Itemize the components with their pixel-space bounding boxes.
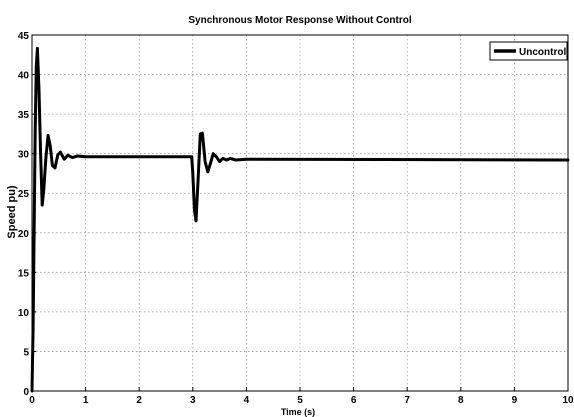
y-tick-label: 40 (18, 71, 30, 82)
x-tick-label: 4 (244, 395, 250, 406)
y-tick-label: 20 (18, 229, 30, 240)
chart-title: Synchronous Motor Response Without Contr… (188, 15, 411, 26)
x-tick-label: 3 (190, 395, 196, 406)
x-tick-label: 7 (404, 395, 410, 406)
y-tick-label: 45 (18, 31, 30, 42)
x-tick-label: 1 (83, 395, 89, 406)
x-tick-label: 10 (562, 395, 574, 406)
y-axis-title: Speed pu) (6, 185, 18, 239)
x-tick-label: 9 (512, 395, 518, 406)
y-tick-label: 35 (18, 110, 30, 121)
y-tick-label: 15 (18, 268, 30, 279)
x-tick-label: 5 (297, 395, 303, 406)
x-tick-label: 2 (136, 395, 142, 406)
x-tick-label: 6 (351, 395, 357, 406)
y-tick-label: 30 (18, 150, 30, 161)
y-tick-label: 10 (18, 308, 30, 319)
series-line-uncontrol (30, 46, 570, 393)
y-tick-label: 25 (18, 189, 30, 200)
y-tick-label: 0 (23, 387, 29, 398)
series-layer (30, 46, 570, 393)
legend-box (489, 41, 568, 61)
x-tick-label: 0 (29, 395, 35, 406)
grid-layer (32, 35, 568, 391)
legend: Uncontrol (489, 41, 568, 61)
y-tick-label: 5 (23, 347, 29, 358)
x-axis-title: Time (s) (281, 407, 315, 417)
x-tick-label: 8 (458, 395, 464, 406)
legend-label: Uncontrol (519, 47, 566, 58)
